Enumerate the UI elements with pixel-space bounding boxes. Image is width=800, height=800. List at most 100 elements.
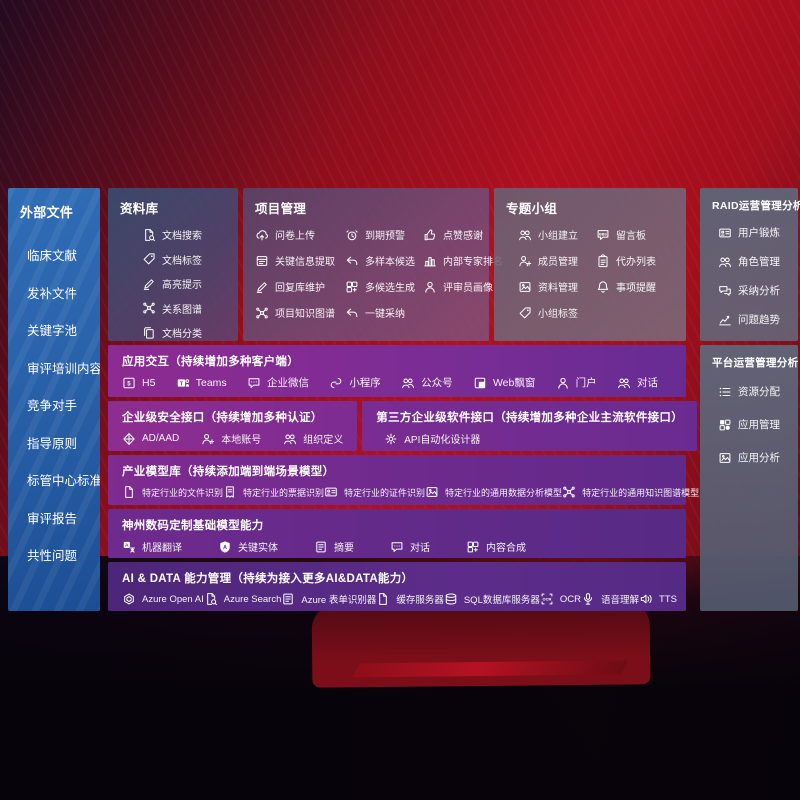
key-info-extract-item[interactable]: 关键信息提取: [255, 253, 341, 268]
resource-alloc-item[interactable]: 资源分配: [718, 384, 786, 399]
list-item[interactable]: 标管中心标准: [27, 470, 100, 489]
expert-ranking-item[interactable]: 内部专家排名: [423, 253, 503, 268]
material-manage-item[interactable]: 资料管理: [518, 279, 596, 294]
app-interaction-band: 应用交互（持续增加多种客户端） 5 H5 T Teams 企业微信 小程序 公众号 Web飘窗…: [108, 345, 686, 397]
local-account-item[interactable]: 本地账号: [201, 431, 261, 446]
user-card-item[interactable]: 用户锻炼: [718, 225, 786, 240]
app-analysis-item[interactable]: 应用分析: [718, 450, 786, 465]
key-entity-icon: A: [218, 540, 232, 554]
item-label: 公众号: [421, 377, 453, 389]
list-item[interactable]: 竞争对手: [27, 395, 96, 414]
file-recognition-item[interactable]: 特定行业的文件识别: [122, 485, 223, 499]
doc-classify-item[interactable]: 文档分类: [142, 325, 226, 340]
item-label: 特定行业的票据识别: [243, 487, 325, 498]
receipt-recognition-item[interactable]: 特定行业的票据识别: [223, 485, 324, 499]
project-graph-item[interactable]: 项目知识图谱: [255, 305, 341, 320]
item-label: 项目知识图谱: [275, 309, 335, 320]
app-manage-item[interactable]: 应用管理: [718, 417, 786, 432]
mini-program-item[interactable]: 小程序: [329, 375, 381, 390]
multi-sample-item[interactable]: 多样本候选: [345, 253, 419, 268]
group-tag-item[interactable]: 小组标签: [518, 305, 596, 320]
doc-search-item[interactable]: 文档搜索: [142, 227, 226, 242]
item-label: 门户: [575, 377, 597, 389]
item-label: 角色管理: [738, 256, 780, 268]
ad-aad-icon: [122, 432, 136, 446]
upload-cloud-item[interactable]: 问卷上传: [255, 227, 341, 242]
wechat-work-item[interactable]: 企业微信: [247, 375, 309, 390]
knowledge-graph-model-item[interactable]: 特定行业的通用知识图谱模型: [562, 485, 699, 499]
adopt-analysis-icon: [718, 284, 732, 298]
item-label: 共性问题: [27, 549, 78, 563]
upload-cloud-icon: [255, 228, 269, 242]
item-label: 组织定义: [303, 435, 344, 446]
tts-item[interactable]: TTS: [639, 592, 677, 606]
multi-candidate-item[interactable]: 多候选生成: [345, 279, 419, 294]
highlight-item[interactable]: 高亮提示: [142, 276, 226, 291]
list-item[interactable]: 审评报告: [27, 508, 96, 527]
azure-search-item[interactable]: Azure Search: [204, 592, 281, 606]
official-account-icon: [401, 376, 415, 390]
h5-item[interactable]: 5 H5: [122, 376, 155, 390]
due-alarm-item[interactable]: 到期预警: [345, 227, 419, 242]
certificate-recognition-item[interactable]: 特定行业的证件识别: [324, 485, 425, 499]
portal-item[interactable]: 门户: [556, 375, 597, 390]
api-designer-item[interactable]: API自动化设计器: [384, 431, 480, 446]
event-remind-item[interactable]: 事项提醒: [596, 279, 674, 294]
one-click-adopt-item[interactable]: 一键采纳: [345, 305, 419, 320]
list-item[interactable]: 审评培训内容: [27, 358, 100, 377]
message-board-item[interactable]: BBS 留言板: [596, 227, 674, 242]
list-item[interactable]: 临床文献: [27, 245, 96, 264]
item-label: API自动化设计器: [404, 435, 481, 446]
item-label: 内部专家排名: [443, 257, 503, 268]
cache-server-item[interactable]: 缓存服务器: [376, 592, 444, 606]
key-entity-item[interactable]: A 关键实体: [218, 539, 278, 554]
todo-list-item[interactable]: 代办列表: [596, 253, 674, 268]
role-manage-item[interactable]: 角色管理: [718, 254, 786, 269]
item-label: 竞争对手: [27, 399, 78, 413]
external-files-list: 临床文献发补文件关键字池审评培训内容竞争对手指导原则标管中心标准审评报告共性问题: [20, 245, 100, 564]
item-label: 审评报告: [27, 511, 78, 526]
ocr-item[interactable]: OCR OCR: [540, 592, 581, 606]
chat-item[interactable]: 对话: [390, 539, 430, 554]
dialog-item[interactable]: 对话: [617, 375, 658, 390]
adopt-analysis-item[interactable]: 采纳分析: [718, 283, 786, 298]
group-create-item[interactable]: 小组建立: [518, 227, 596, 242]
list-item[interactable]: 关键字池: [27, 320, 96, 339]
content-compose-item[interactable]: 内容合成: [466, 539, 526, 554]
member-manage-item[interactable]: 成员管理: [518, 253, 596, 268]
main-column: 资料库 文档搜索 文档标签 高亮提示 关系图谱 文档分类 项目管理 问卷上传 到期预警 点赞…: [108, 188, 699, 611]
reply-maintain-item[interactable]: 回复库维护: [255, 279, 341, 294]
relation-graph-item[interactable]: 关系图谱: [142, 301, 226, 316]
teams-icon: T: [176, 376, 190, 390]
project-management-list: 问卷上传 到期预警 点赞感谢关键信息提取 多样本候选 内部专家排名回复库维护 多候选生成 评…: [255, 227, 503, 320]
summary-item[interactable]: 摘要: [314, 539, 354, 554]
list-item[interactable]: 指导原则: [27, 433, 96, 452]
machine-translate-item[interactable]: A 机器翻译: [122, 539, 182, 554]
item-label: 文档搜索: [162, 231, 202, 242]
platform-analysis-title: 平台运营管理分析: [712, 357, 799, 369]
ai-data-list: Azure Open AI Azure Search Azure 表单识别器 缓存服务…: [122, 592, 677, 606]
speech-understanding-item[interactable]: 语音理解: [581, 592, 639, 606]
issue-trend-item[interactable]: 问题趋势: [718, 312, 786, 327]
org-definition-item[interactable]: 组织定义: [283, 431, 343, 446]
item-label: Web飘窗: [492, 377, 536, 389]
list-item[interactable]: 发补文件: [27, 283, 96, 302]
reviewer-portrait-item[interactable]: 评审员画像: [423, 279, 503, 294]
list-item[interactable]: 共性问题: [27, 545, 96, 564]
svg-text:BBS: BBS: [599, 232, 607, 236]
mini-program-icon: [329, 376, 343, 390]
ad-aad-item[interactable]: AD/AAD: [122, 432, 179, 446]
data-analysis-model-item[interactable]: 特定行业的通用数据分析模型: [425, 485, 562, 499]
item-label: 机器翻译: [142, 543, 182, 554]
teams-item[interactable]: T Teams: [176, 376, 227, 390]
official-account-item[interactable]: 公众号: [401, 375, 453, 390]
doc-tag-item[interactable]: 文档标签: [142, 252, 226, 267]
item-label: 小组标签: [538, 309, 578, 320]
item-label: 评审员画像: [443, 283, 493, 294]
azure-openai-item[interactable]: Azure Open AI: [122, 592, 204, 606]
sql-db-server-item[interactable]: SQL数据库服务器: [444, 592, 540, 606]
azure-form-recognizer-item[interactable]: Azure 表单识别器: [281, 592, 376, 606]
receipt-recognition-icon: [223, 485, 237, 499]
web-popup-item[interactable]: Web飘窗: [473, 375, 535, 390]
thumbs-up-item[interactable]: 点赞感谢: [423, 227, 503, 242]
